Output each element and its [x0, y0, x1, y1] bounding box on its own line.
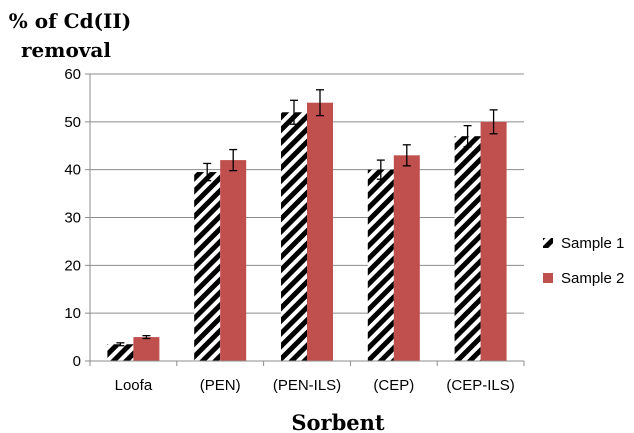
legend-label: Sample 1 — [561, 235, 624, 252]
legend: Sample 1 Sample 2 — [543, 235, 624, 287]
x-tick-label: Loofa — [115, 377, 153, 394]
bar-sample-1 — [367, 169, 394, 361]
bar-sample-1 — [194, 172, 221, 361]
bar-sample-2 — [307, 102, 333, 361]
bars — [107, 102, 507, 362]
bar-sample-1 — [107, 344, 134, 361]
y-tick-label: 60 — [64, 66, 81, 83]
bar-sample-2 — [133, 337, 160, 361]
y-axis-label-line-1: % of Cd(II) — [9, 9, 131, 33]
legend-swatch — [543, 273, 553, 283]
bar-sample-2 — [480, 121, 507, 361]
legend-swatch — [543, 238, 553, 248]
y-axis-ticks: 0 10 20 30 40 50 60 — [64, 66, 90, 370]
x-tick-label: (PEN-ILS) — [273, 377, 341, 394]
y-tick-label: 30 — [64, 210, 81, 227]
bar-sample-2 — [393, 155, 420, 361]
x-tick-label: (CEP) — [373, 377, 414, 394]
x-axis-label: Sorbent — [291, 410, 385, 433]
y-tick-label: 50 — [64, 114, 81, 131]
y-tick-label: 40 — [64, 162, 81, 179]
y-tick-label: 0 — [73, 353, 81, 370]
bar-sample-2 — [220, 160, 247, 361]
x-tick-label: (CEP-ILS) — [446, 377, 514, 394]
x-axis: Loofa (PEN) (PEN-ILS) (CEP) (CEP-ILS) — [89, 74, 525, 394]
x-tick-label: (PEN) — [200, 377, 241, 394]
y-axis-label-line-2: removal — [21, 38, 111, 62]
error-bars — [116, 89, 498, 347]
bar-sample-1 — [454, 136, 481, 361]
y-tick-label: 10 — [64, 305, 81, 322]
bar-sample-1 — [281, 112, 307, 362]
y-tick-label: 20 — [64, 257, 81, 274]
legend-label: Sample 2 — [561, 270, 624, 287]
